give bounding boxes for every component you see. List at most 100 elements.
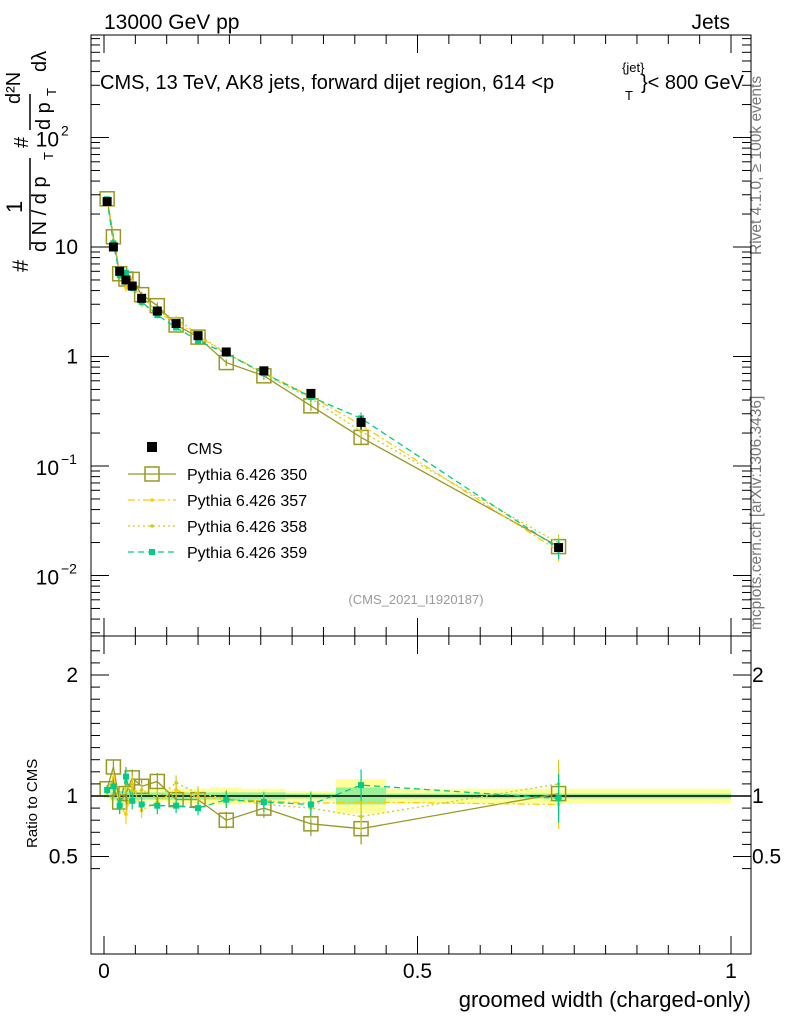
y-tick-base: 10: [36, 129, 59, 152]
series-ratio-marker: [116, 802, 123, 809]
y-axis-label: # 1 d N / d p T # d p T d²N dλ: [2, 51, 59, 272]
x-tick-label: 1: [725, 960, 737, 983]
series-ratio-marker: [124, 812, 128, 816]
legend-entry-3: Pythia 6.426 358: [128, 519, 307, 536]
series-ratio-marker: [307, 801, 314, 808]
series-ratio-line: [106, 775, 559, 816]
rivet-label: Rivet 4.1.0, ≥ 100k events: [748, 76, 765, 255]
legend-swatch-marker: [144, 466, 160, 482]
series-ratio-line: [106, 776, 559, 809]
x-axis-label: groomed width (charged-only): [459, 987, 751, 1012]
ylabel-dn: d N / d p: [29, 176, 51, 252]
y-tick-base: 1: [66, 346, 78, 369]
y-tick-exponent: 2: [61, 123, 69, 139]
series-ratio-marker: [154, 802, 161, 809]
series-ratio-marker: [173, 802, 180, 809]
data-point: [127, 281, 137, 291]
category-label: Jets: [691, 11, 730, 34]
data-point: [306, 388, 316, 398]
title-main: CMS, 13 TeV, AK8 jets, forward dijet reg…: [100, 72, 554, 94]
ylabel-t2: T: [44, 88, 59, 96]
series-line: [106, 198, 559, 548]
legend-entry-4: Pythia 6.426 359: [128, 545, 307, 562]
series-0-main: [99, 191, 567, 558]
ratio-y-tick-label-left: 0.5: [49, 846, 78, 869]
series-1-main: [105, 197, 561, 562]
series-ratio-marker: [104, 786, 111, 793]
series-ratio-marker: [174, 780, 178, 785]
y-tick-base: 10: [55, 236, 78, 259]
ylabel-t: T: [41, 152, 56, 160]
data-point: [115, 266, 125, 276]
series-ratio-marker: [110, 783, 117, 790]
y-tick-exponent: −1: [61, 451, 77, 467]
series-marker: [190, 329, 206, 345]
main-y-tick-label-2: 1: [66, 346, 78, 369]
legend-swatch-marker: [149, 549, 155, 555]
data-point: [259, 366, 269, 376]
series-3-ratio: [104, 766, 562, 823]
ratio-y-tick-label-right: 2: [752, 664, 764, 687]
series-ratio-marker: [195, 805, 202, 812]
ylabel-dp: d p: [33, 102, 55, 130]
series-ratio-marker: [260, 799, 267, 806]
series-ratio-marker: [223, 796, 230, 803]
y-tick-base: 10: [36, 457, 59, 480]
title-end: }< 800 GeV: [641, 72, 745, 94]
ratio-y-tick-label-left: 1: [66, 785, 78, 808]
ratio-y-tick-label-left: 2: [66, 664, 78, 687]
legend-label: Pythia 6.426 357: [187, 493, 307, 510]
data-point: [152, 306, 162, 316]
series-marker: [359, 429, 363, 434]
legend-label: Pythia 6.426 358: [187, 519, 307, 536]
legend-entry-2: Pythia 6.426 357: [128, 493, 307, 510]
title-sup: {jet}: [622, 60, 645, 75]
data-point: [102, 197, 112, 207]
legend-swatch-marker: [150, 498, 154, 502]
data-point: [137, 293, 147, 303]
series-marker: [122, 269, 129, 276]
chart-title: CMS, 13 TeV, AK8 jets, forward dijet reg…: [100, 60, 745, 103]
data-point: [554, 543, 564, 553]
series-3-main: [104, 196, 562, 560]
main-y-tick-label-0: 10 −2: [36, 561, 78, 590]
mcplots-label: mcplots.cern.ch [arXiv:1306.3436]: [748, 396, 765, 630]
analysis-watermark: (CMS_2021_I1920187): [348, 592, 483, 607]
y-tick-base: 10: [36, 567, 59, 590]
legend-label: Pythia 6.426 359: [187, 545, 307, 562]
series-ratio-marker: [555, 795, 562, 802]
series-ratio-marker: [196, 791, 200, 796]
series-line: [106, 199, 559, 552]
series-line: [106, 200, 559, 544]
ratio-y-tick-label-right: 0.5: [752, 846, 781, 869]
series-ratio-marker: [139, 788, 144, 792]
series-ratio-marker: [149, 773, 166, 790]
legend: CMS Pythia 6.426 350 Pythia 6.426 357 Pythi…: [128, 441, 307, 562]
series-ratio-marker: [359, 814, 363, 819]
y-tick-exponent: −2: [61, 561, 77, 577]
data-point: [171, 319, 181, 329]
series-line: [106, 199, 559, 550]
series-marker: [195, 337, 202, 344]
series-ratio-marker: [218, 812, 235, 828]
main-y-tick-label-3: 10: [55, 236, 78, 259]
main-y-tick-label-4: 10 2: [36, 123, 69, 152]
series-ratio-marker: [129, 797, 136, 804]
main-series-group: [99, 191, 567, 562]
legend-label: Pythia 6.426 350: [187, 467, 307, 484]
data-point: [108, 242, 118, 252]
x-tick-label: 0: [98, 960, 110, 983]
x-tick-label: 0.5: [403, 960, 432, 983]
ratio-series-group: [99, 759, 567, 845]
main-y-tick-label-1: 10 −1: [36, 451, 78, 480]
series-ratio-marker: [358, 782, 365, 789]
ratio-y-label: Ratio to CMS: [24, 759, 41, 848]
ylabel-dlambda: dλ: [29, 51, 51, 72]
series-ratio-marker: [138, 801, 145, 808]
legend-entry-1: Pythia 6.426 350: [128, 466, 307, 484]
legend-entry-0: CMS: [147, 441, 223, 458]
title-sub: T: [625, 88, 633, 103]
data-point: [356, 417, 366, 427]
